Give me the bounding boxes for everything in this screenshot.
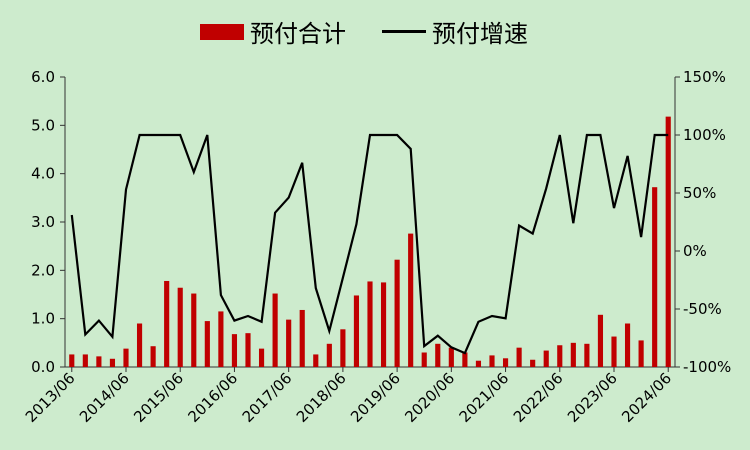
right-tick-label: -100% (683, 358, 731, 376)
x-tick-label: 2024/06 (618, 369, 675, 426)
x-tick-label: 2014/06 (76, 369, 133, 426)
left-tick-label: 0.0 (31, 358, 55, 376)
bar-prepaid-total (394, 259, 400, 367)
x-tick-label: 2015/06 (130, 369, 187, 426)
bar-prepaid-total (530, 359, 536, 367)
bar-prepaid-total (231, 334, 238, 367)
x-tick-label: 2016/06 (184, 369, 241, 426)
bar-prepaid-total (665, 116, 671, 367)
bar-prepaid-total (286, 319, 292, 367)
bar-prepaid-total (624, 323, 631, 367)
x-tick-label: 2018/06 (293, 369, 350, 426)
right-tick-label: 100% (683, 126, 726, 144)
bar-prepaid-total (164, 280, 170, 367)
bar-prepaid-total (353, 295, 360, 367)
x-tick-label: 2023/06 (564, 369, 621, 426)
bar-prepaid-total (421, 352, 427, 367)
bar-prepaid-total (611, 336, 617, 367)
bar-prepaid-total (475, 360, 482, 367)
bar-prepaid-total (408, 233, 414, 367)
left-tick-label: 1.0 (31, 310, 55, 328)
legend: 预付合计 预付增速 (200, 14, 564, 49)
bar-prepaid-total (462, 352, 468, 367)
bar-prepaid-total (435, 343, 441, 367)
line-prepaid-growth (70, 133, 669, 355)
bar-prepaid-total (489, 355, 495, 367)
bar-prepaid-total (272, 293, 278, 367)
legend-line-swatch (382, 30, 426, 33)
bar-prepaid-total (245, 333, 251, 367)
bar-prepaid-total (218, 311, 224, 367)
bar-prepaid-total (136, 323, 143, 367)
left-tick-label: 5.0 (31, 116, 55, 134)
bar-prepaid-total (557, 345, 563, 367)
right-tick-label: 50% (683, 184, 716, 202)
left-tick-label: 6.0 (31, 68, 55, 86)
bar-prepaid-total (516, 347, 522, 367)
right-tick-label: 0% (683, 242, 707, 260)
right-tick-label: -50% (683, 300, 722, 318)
bar-prepaid-total (638, 340, 644, 367)
legend-item-line: 预付增速 (382, 14, 528, 49)
bar-prepaid-total (96, 356, 102, 367)
bar-prepaid-total (597, 314, 604, 367)
bar-prepaid-total (204, 321, 210, 367)
right-tick-label: 150% (683, 68, 726, 86)
legend-item-bar: 预付合计 (200, 14, 346, 49)
bar-prepaid-total (191, 293, 197, 367)
x-tick-label: 2022/06 (510, 369, 567, 426)
bar-prepaid-total (543, 350, 549, 367)
legend-bar-swatch (200, 23, 244, 40)
bar-prepaid-total (258, 348, 265, 367)
x-tick-label: 2019/06 (347, 369, 404, 426)
bar-prepaid-total (380, 282, 387, 367)
bar-prepaid-total (367, 281, 373, 367)
legend-bar-label: 预付合计 (250, 20, 346, 48)
bar-prepaid-total (570, 342, 576, 367)
bar-prepaid-total (652, 187, 658, 367)
bar-prepaid-total (502, 358, 509, 367)
legend-line-label: 预付增速 (432, 20, 528, 48)
bar-prepaid-total (326, 343, 332, 367)
bar-prepaid-total (340, 329, 346, 367)
x-tick-label: 2017/06 (239, 369, 296, 426)
x-tick-label: 2020/06 (401, 369, 458, 426)
bar-prepaid-total (313, 354, 319, 367)
bar-prepaid-total (584, 343, 590, 367)
bar-prepaid-total (69, 354, 75, 367)
bar-prepaid-total (123, 348, 129, 367)
bar-prepaid-total (299, 309, 305, 367)
bar-prepaid-total (109, 358, 116, 367)
bar-prepaid-total (82, 354, 88, 367)
x-tick-label: 2021/06 (456, 369, 513, 426)
bar-prepaid-total (150, 346, 156, 367)
x-tick-label: 2013/06 (22, 369, 79, 426)
bar-prepaid-total (177, 287, 183, 367)
bar-prepaid-total (448, 347, 454, 367)
left-tick-label: 2.0 (31, 261, 55, 279)
left-tick-label: 3.0 (31, 213, 55, 231)
left-tick-label: 4.0 (31, 165, 55, 183)
